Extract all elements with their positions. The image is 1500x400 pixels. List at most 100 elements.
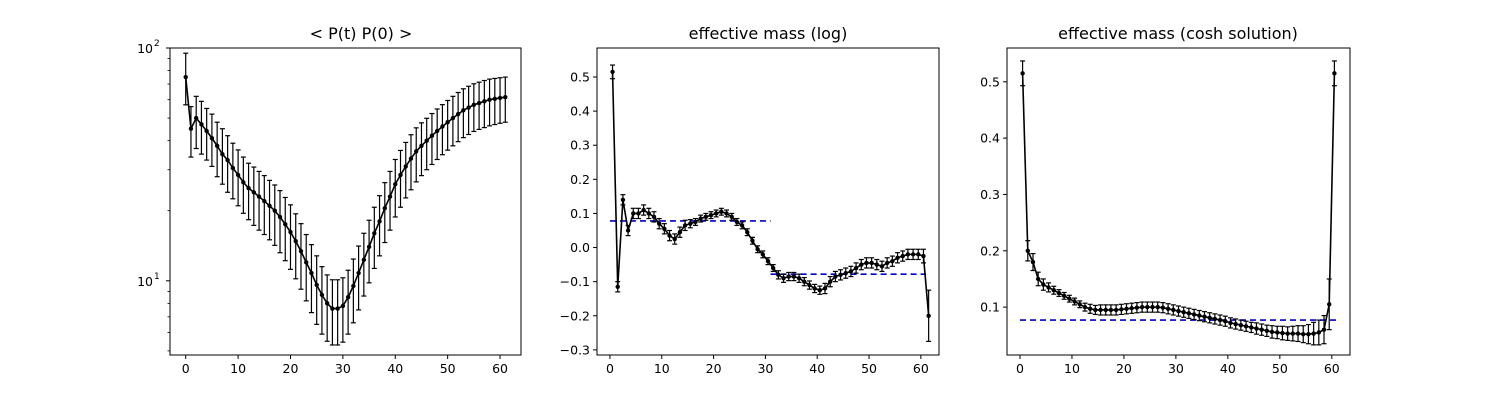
data-point xyxy=(251,190,257,195)
data-point xyxy=(1197,313,1202,318)
data-point xyxy=(1150,304,1155,310)
x-tick-label: 10 xyxy=(230,361,246,376)
data-point xyxy=(298,249,304,254)
data-point xyxy=(1212,316,1218,322)
data-point xyxy=(900,253,905,259)
y-tick-label: 0.4 xyxy=(980,131,1000,146)
data-point xyxy=(786,274,791,279)
data-points xyxy=(183,74,508,311)
data-point xyxy=(812,286,817,291)
data-point xyxy=(859,262,864,267)
x-tick-label: 10 xyxy=(654,361,670,376)
data-point xyxy=(1285,331,1290,336)
data-point xyxy=(698,216,703,221)
data-point xyxy=(1327,302,1332,307)
data-point xyxy=(440,124,445,129)
panel-effective-mass-cosh: effective mass (cosh solution) 0 10 20 30 40… xyxy=(980,24,1351,376)
data-point xyxy=(199,122,204,127)
data-point xyxy=(1103,307,1108,313)
chart-title: effective mass (log) xyxy=(689,24,848,43)
data-point xyxy=(682,223,688,228)
data-point xyxy=(340,303,346,309)
data-point xyxy=(414,149,419,154)
data-point xyxy=(838,272,843,278)
data-point xyxy=(1217,317,1223,323)
data-point xyxy=(1238,322,1244,328)
data-point xyxy=(895,255,900,260)
x-axis-ticks: 0 10 20 30 40 50 60 xyxy=(1016,355,1340,376)
data-point xyxy=(408,156,414,161)
plot-frame xyxy=(1006,47,1351,356)
data-point xyxy=(734,219,740,225)
data-point xyxy=(1020,71,1025,76)
data-point xyxy=(719,209,724,214)
data-point xyxy=(1332,71,1337,76)
x-tick-label: 30 xyxy=(335,361,351,376)
data-point xyxy=(620,197,626,202)
data-point xyxy=(884,260,890,266)
data-point xyxy=(497,95,503,101)
data-point xyxy=(1051,288,1056,293)
data-point xyxy=(450,115,456,121)
data-point xyxy=(309,270,314,276)
data-point xyxy=(817,287,823,293)
data-point xyxy=(492,96,498,102)
x-tick-label: 60 xyxy=(913,361,929,376)
y-tick-exponent: 1 xyxy=(154,272,160,282)
data-point xyxy=(822,286,828,291)
data-point xyxy=(183,74,188,80)
data-point xyxy=(487,97,492,102)
y-tick-label: −0.1 xyxy=(560,274,590,289)
data-point xyxy=(688,221,693,226)
data-point xyxy=(366,244,372,249)
data-point xyxy=(455,111,461,117)
data-point xyxy=(1280,330,1285,336)
data-point xyxy=(429,133,435,138)
data-point xyxy=(874,262,880,267)
data-point xyxy=(1025,248,1030,253)
data-point xyxy=(843,270,848,276)
x-tick-label: 0 xyxy=(1016,361,1024,376)
data-point xyxy=(853,265,859,271)
data-point xyxy=(403,164,408,169)
data-point xyxy=(1191,312,1197,317)
data-point xyxy=(833,274,838,279)
data-point xyxy=(267,203,272,208)
data-point xyxy=(304,260,309,265)
data-point xyxy=(615,284,620,289)
data-point xyxy=(625,228,631,233)
data-point xyxy=(262,198,267,204)
data-point xyxy=(246,185,251,191)
data-point xyxy=(760,252,766,257)
data-point xyxy=(204,128,209,134)
data-point xyxy=(214,143,220,149)
y-tick-exponent: 2 xyxy=(154,39,160,49)
data-points xyxy=(610,69,931,318)
data-point xyxy=(1275,330,1280,335)
data-point xyxy=(1259,327,1264,332)
x-tick-label: 30 xyxy=(1168,361,1184,376)
data-point xyxy=(926,313,931,318)
y-tick-label: 0.5 xyxy=(980,74,1000,89)
chart-title: effective mass (cosh solution) xyxy=(1058,24,1298,43)
data-point xyxy=(1119,307,1124,312)
y-axis-ticks: 0.1 0.2 0.3 0.4 0.5 xyxy=(980,74,1007,315)
data-point xyxy=(1077,302,1082,307)
data-point xyxy=(398,172,403,178)
data-point xyxy=(1207,315,1212,321)
data-point xyxy=(1093,307,1098,313)
data-point xyxy=(1041,282,1046,287)
data-point xyxy=(1306,331,1311,337)
data-point xyxy=(713,211,719,216)
x-tick-label: 0 xyxy=(182,361,190,376)
data-point xyxy=(1249,325,1254,330)
x-tick-label: 20 xyxy=(1116,361,1132,376)
data-point xyxy=(1290,331,1296,336)
data-point xyxy=(693,219,698,225)
data-point xyxy=(1067,296,1072,301)
error-bars xyxy=(183,52,508,346)
data-point xyxy=(193,115,199,121)
